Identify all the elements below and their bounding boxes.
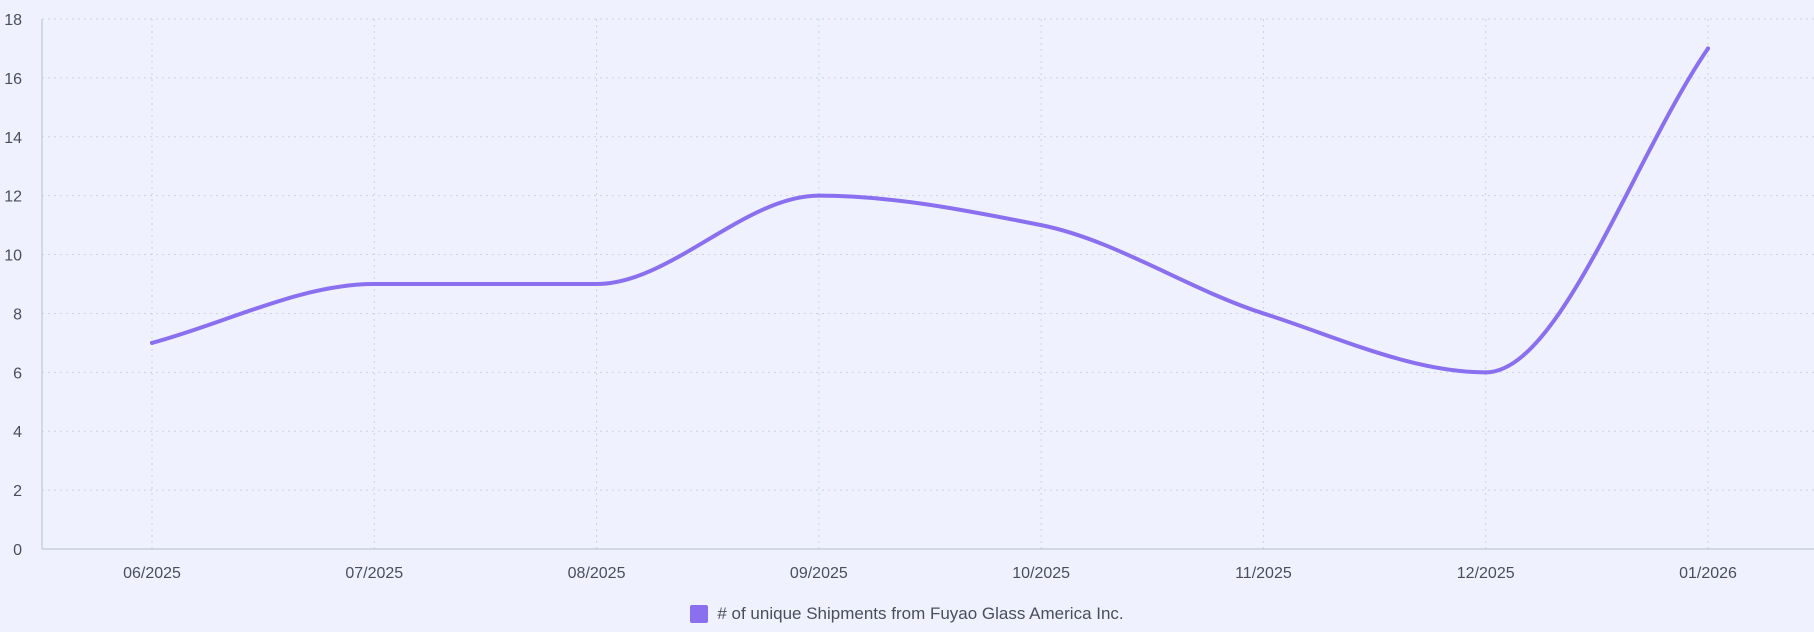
data-point[interactable] [594,282,599,286]
data-point[interactable] [1261,311,1266,316]
x-tick-label: 06/2025 [123,565,181,582]
data-point[interactable] [816,193,821,198]
y-tick-label: 0 [13,542,22,559]
series-layer [150,46,1710,375]
x-axis-ticks: 06/2025 07/2025 08/2025 09/2025 10/2025 11/20… [123,565,1737,582]
x-tick-label: 07/2025 [345,565,403,582]
legend: # of unique Shipments from Fuyao Glass A… [0,604,1814,624]
y-axis-ticks: 0 2 4 6 8 10 12 14 16 18 [4,12,22,559]
x-tick-label: 09/2025 [790,565,848,582]
y-tick-label: 18 [4,12,22,29]
y-tick-label: 6 [13,365,22,382]
data-point[interactable] [372,282,377,286]
x-tick-label: 11/2025 [1235,565,1292,582]
y-tick-label: 14 [4,130,22,147]
axes [41,19,1814,550]
legend-label[interactable]: # of unique Shipments from Fuyao Glass A… [717,604,1124,623]
y-tick-label: 12 [4,189,22,206]
y-tick-label: 2 [13,483,22,500]
y-tick-label: 4 [13,424,22,441]
y-tick-label: 10 [4,248,22,265]
x-tick-label: 08/2025 [568,565,626,582]
grid [42,18,1814,549]
data-point[interactable] [150,340,154,345]
data-point[interactable] [1039,223,1044,228]
x-tick-label: 12/2025 [1457,565,1515,582]
x-tick-label: 10/2025 [1012,565,1070,582]
series-line[interactable] [150,46,1710,375]
data-point[interactable] [1483,370,1488,375]
legend-swatch [690,605,709,623]
y-tick-label: 16 [4,71,22,88]
data-point[interactable] [1706,46,1710,51]
y-tick-label: 8 [13,306,22,323]
x-tick-label: 01/2026 [1679,565,1737,582]
